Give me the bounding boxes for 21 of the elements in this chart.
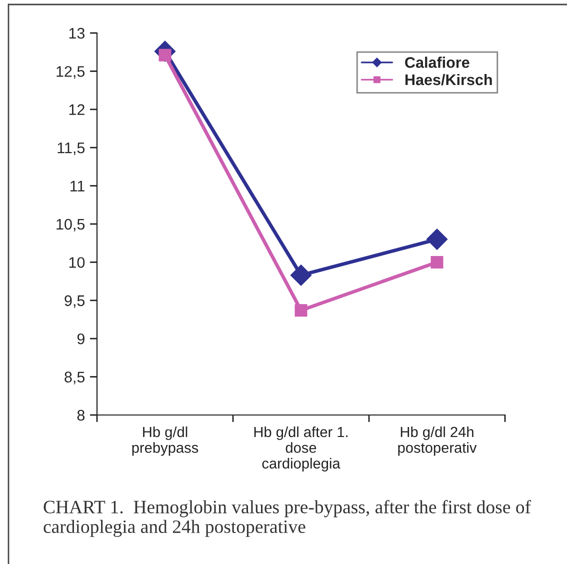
y-tick-label: 12,5 [56,66,85,79]
legend-label: Haes/Kirsch [405,74,492,86]
caption: CHART 1. Hemoglobin values pre-bypass, after the first dose of cardioplegia and 24h postoperative [44,500,532,537]
point [294,304,308,317]
y-tick-label: 13 [69,28,85,39]
y-tick-label: 11,5 [58,142,85,156]
point [430,256,444,268]
x-tick-label: Hb g/dl 24h postoperativ [398,426,477,456]
y-tick-label: 11 [70,180,84,192]
y-tick-label: 10 [69,257,85,268]
x-tick-label: Hb g/dl prebypass [132,426,198,456]
y-tick-label: 9,5 [64,295,85,308]
x-tick-label: Hb g/dl after 1. dose cardioplegia [254,426,348,472]
y-tick-label: 9 [77,333,84,344]
y-tick-label: 8,5 [64,372,85,384]
y-tick-label: 10,5 [56,218,85,232]
point [426,228,448,250]
legend-label: Calafiore [405,56,470,68]
y-tick-label: 8 [77,410,85,421]
y-tick-label: 12 [69,104,84,115]
point [290,264,312,286]
